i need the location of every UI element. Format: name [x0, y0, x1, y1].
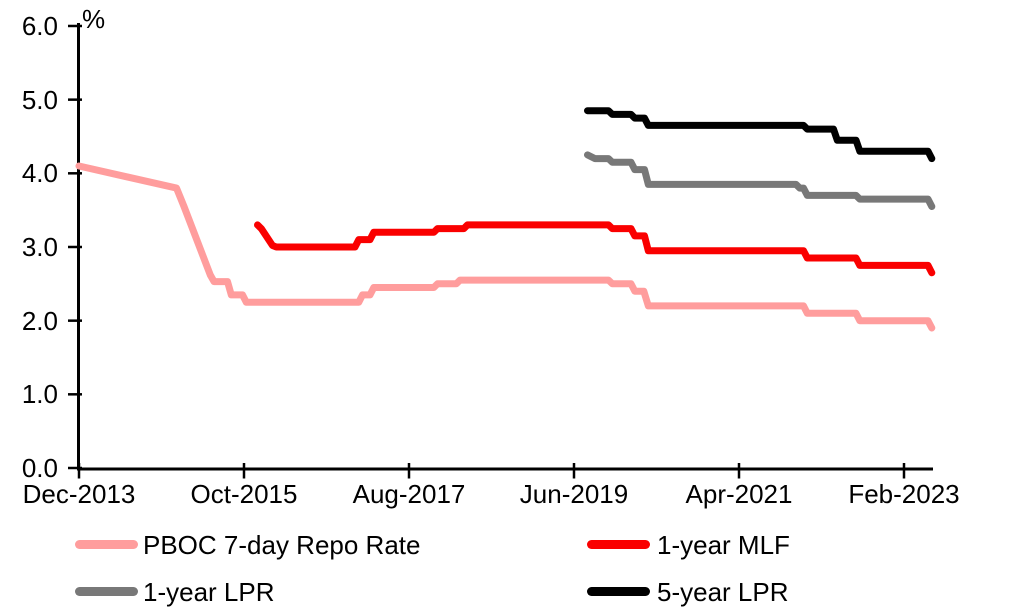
legend-swatch-lpr-1y	[75, 587, 138, 596]
legend-swatch-mlf-1y	[587, 540, 650, 549]
legend-label-lpr-5y: 5-year LPR	[657, 577, 789, 607]
x-tick-label: Dec-2013	[22, 479, 136, 509]
series-line-mlf-1y	[254, 221, 936, 277]
series-line-lpr-1y	[584, 151, 936, 210]
series-line-lpr-5y	[584, 107, 936, 163]
y-tick-label: 5.0	[21, 85, 58, 115]
y-tick-label: 3.0	[21, 232, 58, 262]
series-line-pboc-7d-repo	[75, 162, 936, 332]
y-axis-unit-label: %	[82, 4, 106, 34]
legend-swatch-pboc-7d-repo	[75, 540, 138, 549]
y-tick-label: 6.0	[21, 11, 58, 41]
legend-label-lpr-1y: 1-year LPR	[143, 577, 275, 607]
legend-label-pboc-7d-repo: PBOC 7-day Repo Rate	[143, 530, 421, 560]
x-tick-label: Aug-2017	[352, 479, 466, 509]
y-tick-label: 4.0	[21, 158, 58, 188]
x-tick-label: Jun-2019	[519, 479, 629, 509]
y-tick-label: 2.0	[21, 306, 58, 336]
y-tick-label: 1.0	[21, 379, 58, 409]
x-tick-label: Feb-2023	[848, 479, 960, 509]
legend-label-mlf-1y: 1-year MLF	[657, 530, 790, 560]
y-tick-label: 0.0	[21, 453, 58, 483]
x-tick-label: Oct-2015	[190, 479, 298, 509]
x-tick-label: Apr-2021	[685, 479, 793, 509]
legend-swatch-lpr-5y	[587, 587, 650, 596]
